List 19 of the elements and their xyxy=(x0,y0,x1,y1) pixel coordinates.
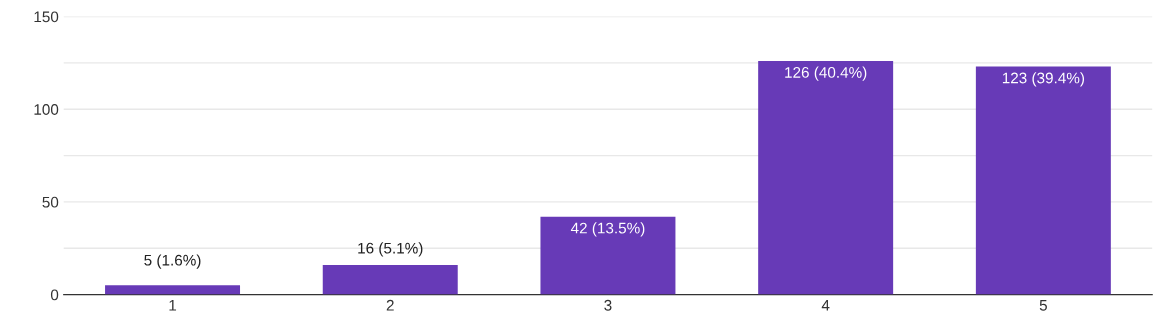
y-tick-label: 150 xyxy=(34,11,59,23)
x-tick-label: 5 xyxy=(1039,300,1047,311)
y-tick-label: 50 xyxy=(42,196,59,208)
y-tick-label: 100 xyxy=(34,104,59,115)
y-tick-label: 0 xyxy=(50,289,59,301)
data-label: 5 (1.6%) xyxy=(144,254,201,269)
bar xyxy=(105,285,241,295)
data-label: 16 (5.1%) xyxy=(358,242,423,257)
data-label: 42 (13.5%) xyxy=(570,222,645,237)
x-tick-label: 2 xyxy=(386,299,394,311)
data-label: 126 (40.4%) xyxy=(785,66,867,81)
bar xyxy=(322,264,458,295)
x-tick-label: 4 xyxy=(821,300,830,311)
x-tick-label: 1 xyxy=(169,300,177,311)
bar xyxy=(540,216,676,295)
x-tick-label: 3 xyxy=(604,299,612,311)
bar xyxy=(758,61,894,295)
data-label: 123 (39.4%) xyxy=(1002,72,1085,87)
bar xyxy=(975,66,1111,295)
